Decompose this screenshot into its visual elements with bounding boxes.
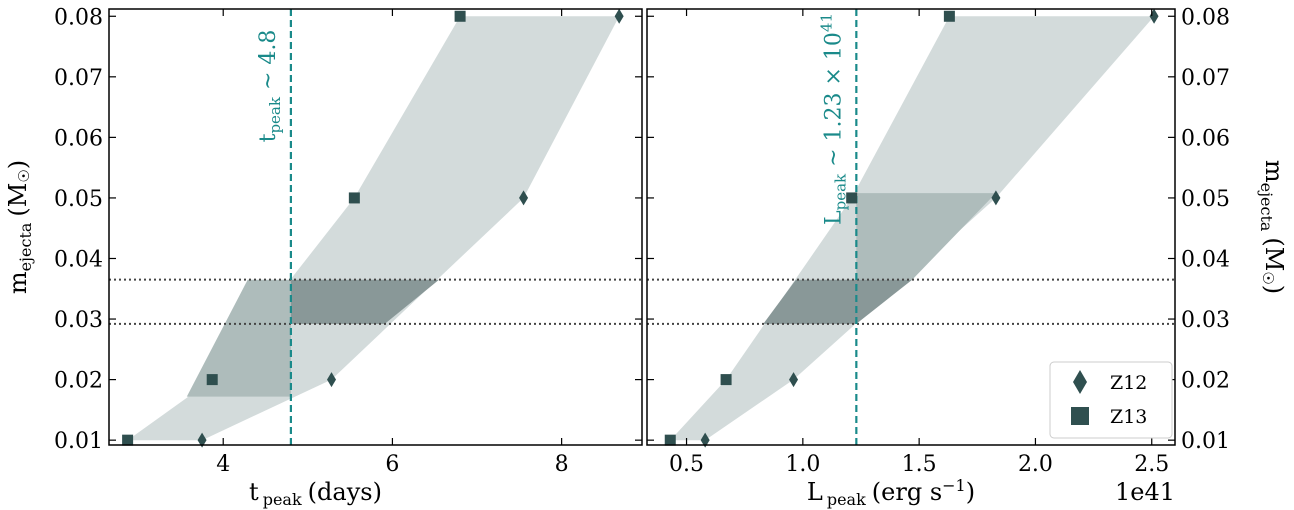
right-vline-label: Lpeak ~ 1.23 × 1041 [817, 13, 849, 225]
legend-label: Z12 [1110, 372, 1147, 394]
y-tick-label: 0.01 [1181, 429, 1230, 454]
x-tick-label: 2.0 [1018, 452, 1053, 477]
left-ticks: 4 6 8 0.01 0.02 0.03 0.04 0.05 0.06 0.07 0.08 [54, 5, 642, 477]
left-shaded-regions [127, 16, 620, 441]
y-tick-label: 0.05 [1181, 187, 1230, 212]
legend: Z12 Z13 [1049, 361, 1173, 439]
right-data-points [664, 8, 1159, 448]
x-tick-label: 2.5 [1134, 452, 1169, 477]
left-axes-frame [108, 8, 643, 446]
right-reference-lines [647, 9, 1175, 445]
y-tick-label: 0.01 [54, 429, 103, 454]
legend-label: Z13 [1110, 406, 1147, 428]
x-tick-label: 4 [216, 452, 230, 477]
medium-shaded-region [856, 193, 996, 280]
z12-diamond-point [1149, 8, 1159, 24]
left-reference-lines [109, 9, 642, 445]
z13-square-point [454, 10, 466, 22]
dark-shaded-region [763, 279, 913, 324]
y-tick-label: 0.06 [1181, 126, 1230, 151]
right-x-offset-text: 1e41 [1115, 478, 1175, 506]
y-tick-label: 0.04 [1181, 247, 1230, 272]
x-tick-label: 1.0 [785, 452, 820, 477]
dark-shaded-region [290, 279, 439, 324]
z13-square-point [846, 192, 858, 204]
z12-diamond-point [991, 190, 1001, 206]
z13-square-point [720, 374, 732, 386]
z13-square-point [943, 10, 955, 22]
z12-diamond-point [789, 372, 799, 388]
legend-diamond-icon [1073, 370, 1087, 394]
y-tick-label: 0.03 [54, 308, 103, 333]
medium-shaded-region [186, 279, 291, 397]
left-y-axis-label: mejecta(M☉) [4, 160, 35, 294]
right-panel: 0.5 1.0 1.5 2.0 2.5 0.01 0.02 0.03 0.04 0.05 0.06 0… [646, 5, 1288, 509]
left-x-axis-label: t peak (days) [249, 478, 382, 509]
z12-diamond-point [327, 372, 337, 388]
y-tick-label: 0.02 [1181, 369, 1230, 394]
x-tick-label: 0.5 [669, 452, 704, 477]
right-y-axis-label: mejecta(M☉) [1257, 160, 1288, 294]
right-ticks: 0.5 1.0 1.5 2.0 2.5 0.01 0.02 0.03 0.04 0.05 0.06 0… [647, 5, 1230, 477]
y-tick-label: 0.05 [54, 187, 103, 212]
z12-diamond-point [519, 190, 529, 206]
z13-square-point [206, 374, 218, 386]
z13-square-point [348, 192, 360, 204]
y-tick-label: 0.07 [54, 66, 103, 91]
legend-square-icon [1071, 407, 1089, 425]
z13-square-point [664, 434, 676, 446]
legend-entries: Z12 Z13 [1071, 370, 1147, 428]
z12-diamond-point [700, 432, 710, 448]
z13-square-point [122, 434, 134, 446]
z12-diamond-point [614, 8, 624, 24]
left-panel: 4 6 8 0.01 0.02 0.03 0.04 0.05 0.06 0.07 0.08 tpea… [4, 5, 643, 509]
y-tick-label: 0.02 [54, 369, 103, 394]
y-tick-label: 0.03 [1181, 308, 1230, 333]
z12-diamond-point [197, 432, 207, 448]
left-data-points [122, 8, 624, 448]
right-shaded-regions [670, 16, 1155, 441]
y-tick-label: 0.08 [1181, 5, 1230, 30]
x-tick-label: 8 [555, 452, 569, 477]
left-vline-label: tpeak ~ 4.8 [256, 30, 284, 143]
y-tick-label: 0.08 [54, 5, 103, 30]
y-tick-label: 0.06 [54, 126, 103, 151]
y-tick-label: 0.07 [1181, 66, 1230, 91]
right-axes-frame [646, 8, 1176, 446]
x-tick-label: 1.5 [902, 452, 937, 477]
y-tick-label: 0.04 [54, 247, 103, 272]
x-tick-label: 6 [385, 452, 399, 477]
